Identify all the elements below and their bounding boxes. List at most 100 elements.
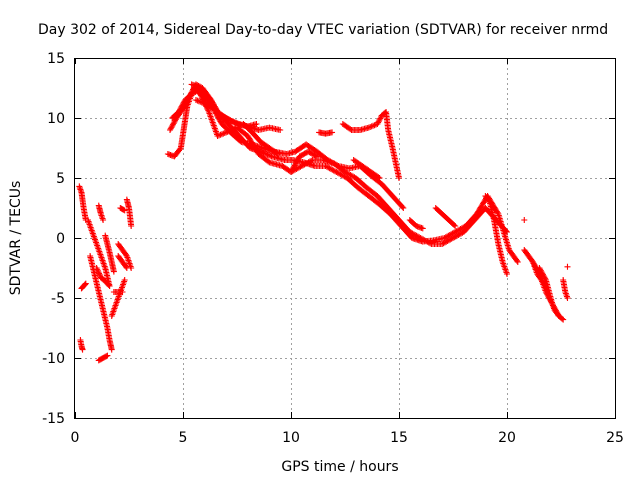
data-point bbox=[537, 266, 544, 273]
data-point bbox=[172, 117, 179, 124]
data-point bbox=[531, 261, 538, 268]
data-point bbox=[376, 116, 383, 123]
series-trace-27 bbox=[432, 205, 459, 229]
data-point bbox=[288, 167, 295, 174]
data-point bbox=[234, 120, 241, 127]
data-point bbox=[96, 270, 103, 277]
data-point bbox=[103, 353, 110, 360]
data-point bbox=[370, 122, 377, 129]
y-tick-label: 5 bbox=[56, 171, 65, 187]
data-point bbox=[400, 205, 407, 211]
data-point bbox=[170, 120, 177, 127]
data-point bbox=[265, 152, 272, 159]
series-trace-6 bbox=[93, 265, 113, 289]
data-point bbox=[253, 121, 260, 127]
series-trace-34 bbox=[564, 263, 571, 270]
data-point bbox=[192, 97, 199, 103]
data-point bbox=[217, 131, 224, 138]
data-point bbox=[121, 277, 128, 283]
series-trace-13 bbox=[117, 205, 128, 214]
data-point bbox=[79, 346, 86, 353]
data-point bbox=[560, 316, 567, 323]
series-trace-32 bbox=[536, 265, 562, 319]
data-point bbox=[169, 123, 176, 129]
data-point bbox=[564, 263, 571, 270]
series-trace-14 bbox=[115, 241, 135, 271]
data-point bbox=[96, 271, 103, 278]
data-point bbox=[399, 203, 406, 210]
data-point bbox=[167, 125, 174, 132]
data-point bbox=[540, 271, 546, 278]
data-point bbox=[100, 217, 107, 223]
data-point bbox=[195, 98, 202, 105]
data-point bbox=[293, 158, 300, 165]
data-point bbox=[273, 150, 280, 157]
data-point bbox=[104, 352, 111, 359]
data-point bbox=[93, 265, 100, 271]
data-point bbox=[94, 266, 101, 273]
data-point bbox=[208, 97, 215, 103]
series-trace-29 bbox=[521, 217, 528, 223]
series-trace-5 bbox=[87, 253, 115, 353]
data-point bbox=[290, 165, 297, 172]
data-point bbox=[514, 259, 521, 265]
data-point bbox=[538, 269, 545, 275]
series-trace-7 bbox=[95, 202, 107, 223]
data-point bbox=[188, 91, 195, 97]
data-point bbox=[312, 152, 319, 159]
data-point bbox=[106, 283, 113, 289]
series-trace-21 bbox=[240, 121, 282, 157]
x-tick-label: 0 bbox=[71, 430, 80, 446]
series-trace-3 bbox=[78, 280, 89, 292]
data-point bbox=[551, 305, 558, 311]
data-point bbox=[267, 152, 274, 159]
data-point bbox=[180, 101, 186, 107]
data-point bbox=[216, 132, 222, 139]
data-point bbox=[110, 268, 117, 275]
data-point bbox=[209, 99, 216, 106]
data-point bbox=[194, 97, 201, 104]
data-point bbox=[552, 307, 559, 314]
axis-tick-labels: 0 5 10 15 20 25 -15 -10 -5 0 5 10 15 bbox=[42, 51, 624, 446]
x-tick-label: 25 bbox=[606, 430, 624, 446]
data-point bbox=[504, 271, 510, 277]
data-point bbox=[176, 107, 183, 114]
data-point bbox=[122, 251, 129, 258]
data-point bbox=[290, 163, 297, 170]
data-point bbox=[549, 301, 556, 307]
data-point bbox=[128, 223, 135, 229]
data-point bbox=[532, 264, 539, 271]
series-trace-9 bbox=[102, 232, 117, 275]
data-point bbox=[295, 156, 302, 162]
data-point bbox=[419, 225, 426, 232]
data-point bbox=[293, 159, 300, 166]
data-point bbox=[292, 161, 299, 168]
data-point bbox=[218, 131, 225, 138]
data-point bbox=[542, 275, 549, 282]
data-point bbox=[105, 282, 112, 289]
data-point bbox=[452, 223, 459, 229]
data-point bbox=[541, 274, 548, 281]
data-point bbox=[375, 174, 382, 181]
data-point bbox=[108, 346, 115, 353]
data-point bbox=[555, 311, 562, 318]
y-tick-label: 15 bbox=[47, 51, 65, 67]
series-trace-33 bbox=[560, 277, 571, 301]
series-trace-28 bbox=[482, 193, 510, 277]
data-point bbox=[550, 302, 557, 309]
data-point bbox=[334, 162, 341, 169]
data-point bbox=[82, 281, 89, 288]
data-point bbox=[485, 197, 492, 204]
x-tick-label: 10 bbox=[282, 430, 300, 446]
data-point bbox=[128, 265, 135, 271]
data-point bbox=[216, 117, 223, 124]
data-point bbox=[167, 127, 174, 133]
series-trace-22 bbox=[288, 148, 320, 175]
series-trace-12 bbox=[115, 253, 130, 271]
data-point bbox=[120, 206, 127, 213]
data-point bbox=[313, 153, 320, 160]
data-point bbox=[294, 157, 301, 164]
data-point bbox=[208, 98, 215, 105]
data-point bbox=[329, 129, 336, 136]
